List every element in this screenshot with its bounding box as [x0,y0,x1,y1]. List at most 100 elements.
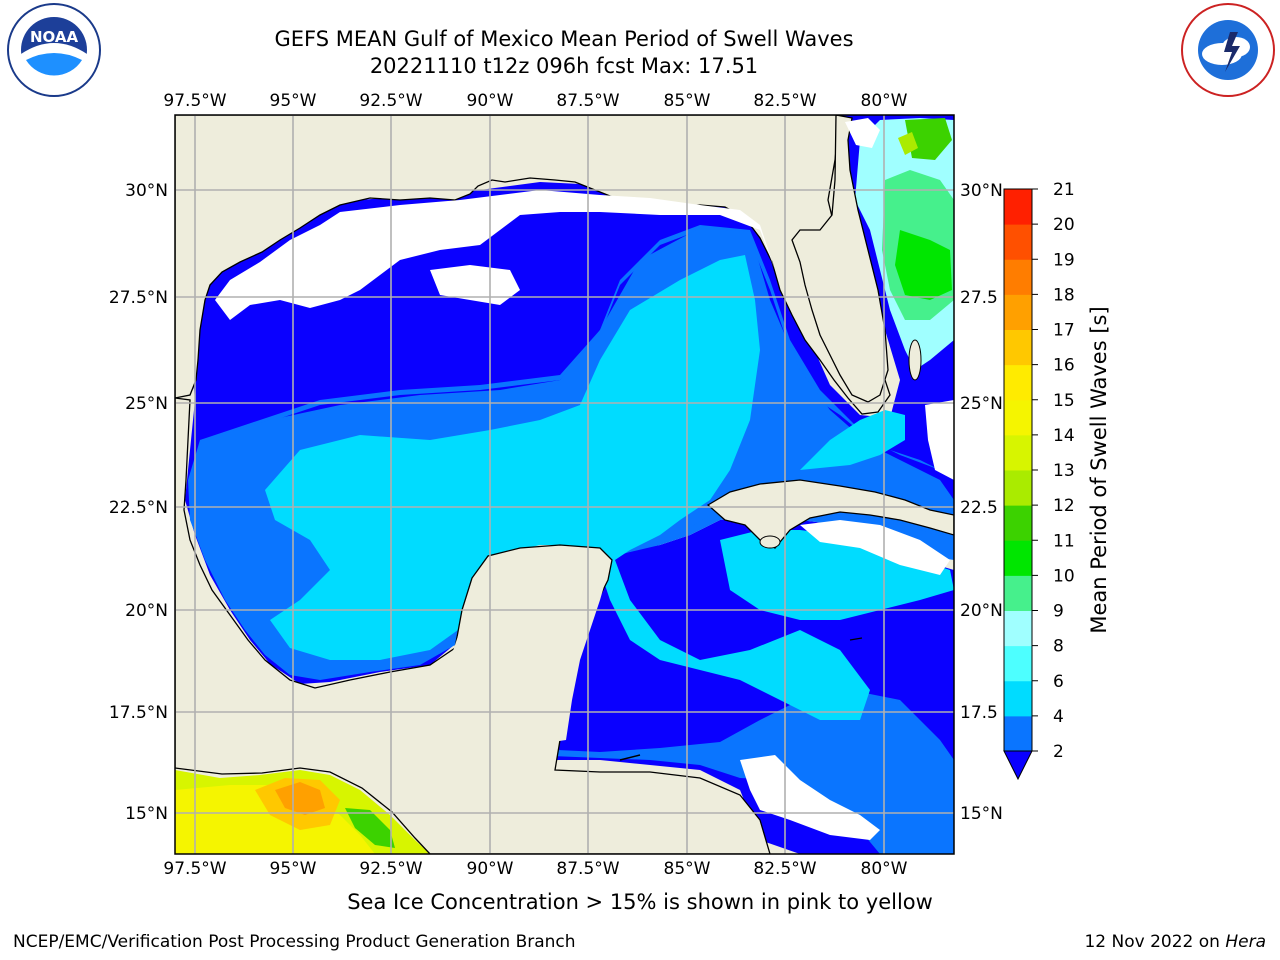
lon-label-top: 97.5°W [163,91,226,111]
graticule [175,115,954,854]
footer-host: Hera [1225,932,1266,952]
land-cayman [849,637,863,641]
lat-label-left: 17.5°N [109,703,168,723]
gulf-water-cyan [265,255,870,720]
colorbar-tick-label: 6 [1053,672,1064,692]
map-area [175,115,954,854]
colorbar-tick-label: 4 [1053,707,1064,727]
colorbar-segment [1004,434,1032,471]
colorbar-segment [1004,610,1032,647]
colorbar-tick-label: 15 [1053,391,1075,411]
colorbar-tick-label: 20 [1053,215,1075,235]
lat-label-right: 25°N [960,394,1003,414]
colorbar: 2 4 6 8 9 10 11 12 13 14 15 16 17 18 19 20 21 [1003,180,1075,781]
lat-label-right: 30°N [960,181,1003,201]
gulf-water-medium [200,225,954,854]
pacific-water-green [345,808,395,848]
lon-label-top: 95°W [270,91,317,111]
lat-label-left: 30°N [125,181,168,201]
atlantic-water-green-north [905,118,952,160]
pacific-water-orange [275,782,325,815]
colorbar-tick-label: 18 [1053,285,1075,305]
colorbar-segment [1004,575,1032,611]
lon-label-top: 87.5°W [556,91,619,111]
lat-label-left: 15°N [125,804,168,824]
caption: Sea Ice Concentration > 15% is shown in … [347,890,933,914]
colorbar-segment [1004,294,1032,330]
colorbar-segment [1004,645,1032,682]
lon-label-bottom: 97.5°W [163,859,226,879]
colorbar-tick-label: 14 [1053,426,1075,446]
colorbar-segment [1004,470,1032,506]
lon-label-bottom: 85°W [664,859,711,879]
land-yucatan [430,552,610,760]
nodata-south-1 [740,755,880,840]
lat-label-right: 15°N [960,804,1003,824]
lon-label-top: 82.5°W [753,91,816,111]
footer-date: 12 Nov 2022 on Hera [1084,932,1266,952]
colorbar-label: Mean Period of Swell Waves [s] [1087,306,1111,633]
lat-label-left: 20°N [125,601,168,621]
land-honduras-islands [619,754,641,761]
colorbar-tick-label: 2 [1053,742,1064,762]
footer-credit: NCEP/EMC/Verification Post Processing Pr… [13,932,576,952]
lon-label-bottom: 92.5°W [359,859,422,879]
colorbar-tick-label: 8 [1053,637,1064,657]
map-frame [174,114,955,855]
lon-label-bottom: 87.5°W [556,859,619,879]
colorbar-segment [1004,715,1032,752]
colorbar-tick-label: 21 [1053,180,1075,200]
atlantic-water-yellowgreen [898,132,918,155]
colorbar-tick-label: 11 [1053,531,1075,551]
colorbar-tick-label: 9 [1053,602,1064,622]
nws-logo [1181,3,1275,97]
colorbar-segment [1004,505,1032,541]
lon-label-bottom: 80°W [861,859,908,879]
colorbar-tick-label: 13 [1053,461,1075,481]
colorbar-tick-label: 12 [1053,496,1075,516]
lon-label-bottom: 82.5°W [753,859,816,879]
lat-label-left: 27.5°N [109,288,168,308]
lat-label-left: 22.5°N [109,498,168,518]
lon-label-top: 92.5°W [359,91,422,111]
lat-label-right: 27.5 [960,288,998,308]
nodata-north [215,190,775,320]
colorbar-tick-label: 17 [1053,321,1075,341]
colorbar-segment [1004,680,1032,717]
colorbar-tick-label: 19 [1053,250,1075,270]
footer-date-text: 12 Nov 2022 on [1084,932,1220,952]
lat-label-right: 17.5 [960,703,998,723]
title-line-2: 20221110 t12z 096h fcst Max: 17.51 [369,54,759,78]
colorbar-segment [1004,259,1032,295]
nodata-atlantic-1 [845,118,880,148]
nodata-caribbean [800,520,950,575]
lon-label-top: 85°W [664,91,711,111]
title-line-1: GEFS MEAN Gulf of Mexico Mean Period of … [274,27,854,51]
atlantic-water-bright-green [895,230,952,300]
gulf-water-cyan-florida-strait [800,410,905,470]
svg-text:NOAA: NOAA [30,28,79,46]
lon-label-bottom: 90°W [467,859,514,879]
nodata-east [925,400,954,480]
colorbar-segment [1004,364,1032,401]
colorbar-segment [1004,540,1032,576]
lon-label-top: 80°W [861,91,908,111]
colorbar-tick-label: 16 [1053,356,1075,376]
lon-label-top: 90°W [467,91,514,111]
colorbar-segment [1004,189,1032,225]
noaa-logo: NOAA [7,3,101,97]
colorbar-segment [1004,329,1032,366]
colorbar-under-triangle [1003,750,1033,781]
lat-label-right: 22.5 [960,498,998,518]
land-isle-of-youth [759,535,781,549]
nodata-north-2 [430,265,520,305]
colorbar-tick-label: 10 [1053,566,1075,586]
lat-label-left: 25°N [125,394,168,414]
lat-label-right: 20°N [960,601,1003,621]
colorbar-segment [1004,399,1032,436]
pacific-water-yellow-bright [175,785,375,854]
land-florida [791,115,889,403]
land-bahamas-1 [908,339,922,381]
colorbar-segment [1004,224,1032,260]
